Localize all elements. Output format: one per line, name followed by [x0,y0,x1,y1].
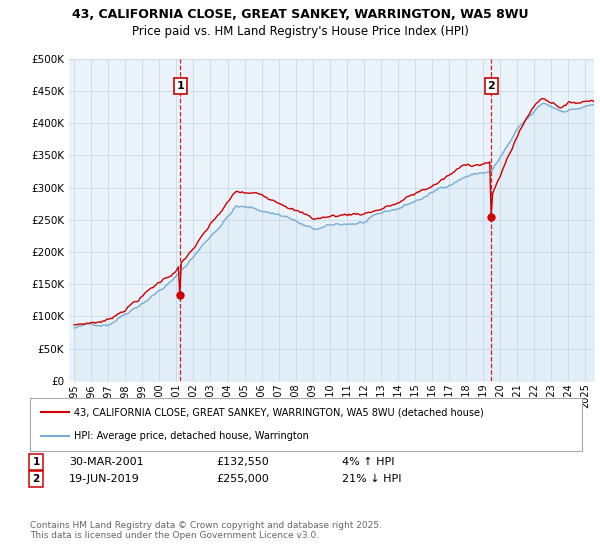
Text: 1: 1 [32,457,40,467]
Text: 43, CALIFORNIA CLOSE, GREAT SANKEY, WARRINGTON, WA5 8WU: 43, CALIFORNIA CLOSE, GREAT SANKEY, WARR… [72,8,528,21]
Text: 2: 2 [487,81,495,91]
Text: £132,550: £132,550 [216,457,269,467]
Text: 19-JUN-2019: 19-JUN-2019 [69,474,140,484]
Text: 2: 2 [32,474,40,484]
Text: HPI: Average price, detached house, Warrington: HPI: Average price, detached house, Warr… [74,431,309,441]
Text: 21% ↓ HPI: 21% ↓ HPI [342,474,401,484]
Text: Contains HM Land Registry data © Crown copyright and database right 2025.
This d: Contains HM Land Registry data © Crown c… [30,521,382,540]
Text: 1: 1 [176,81,184,91]
Text: 30-MAR-2001: 30-MAR-2001 [69,457,143,467]
Text: £255,000: £255,000 [216,474,269,484]
Text: Price paid vs. HM Land Registry's House Price Index (HPI): Price paid vs. HM Land Registry's House … [131,25,469,38]
Text: 4% ↑ HPI: 4% ↑ HPI [342,457,395,467]
Text: 43, CALIFORNIA CLOSE, GREAT SANKEY, WARRINGTON, WA5 8WU (detached house): 43, CALIFORNIA CLOSE, GREAT SANKEY, WARR… [74,408,484,418]
